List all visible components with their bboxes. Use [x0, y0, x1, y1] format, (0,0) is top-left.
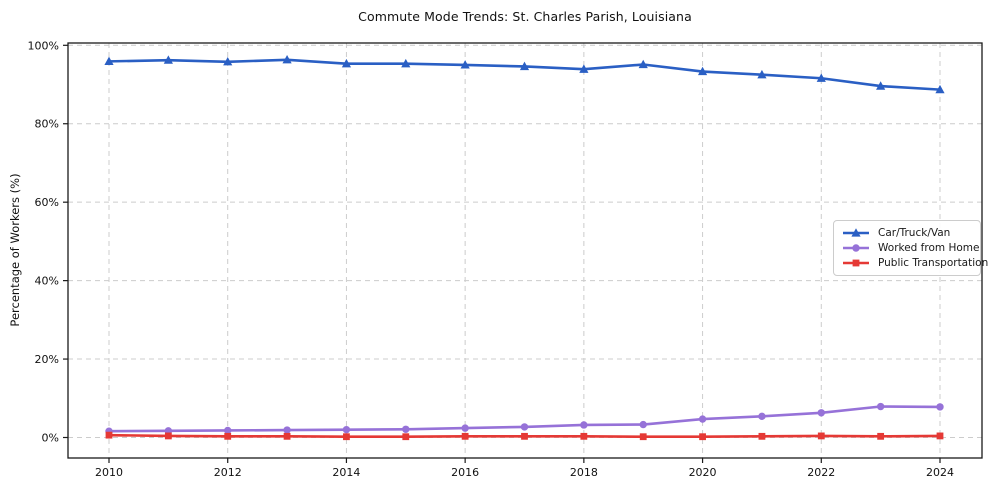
y-tick-label: 80% — [35, 118, 59, 131]
data-point-marker — [520, 423, 529, 431]
legend-label: Worked from Home — [878, 241, 980, 254]
legend-item-public-transportation: Public Transportation — [841, 257, 988, 269]
data-point-marker — [935, 84, 945, 94]
data-point-marker — [341, 58, 352, 68]
data-point-marker — [164, 432, 172, 440]
series-car-truck-van — [104, 55, 945, 94]
data-point-marker — [224, 432, 232, 440]
data-point-marker — [521, 432, 528, 440]
data-point-marker — [936, 432, 944, 440]
data-point-marker — [758, 412, 766, 421]
data-point-marker — [580, 432, 588, 440]
data-point-marker — [758, 432, 766, 440]
data-point-marker — [460, 60, 470, 69]
data-point-marker — [699, 433, 706, 441]
data-point-marker — [283, 426, 291, 434]
y-tick-label: 20% — [35, 353, 59, 366]
x-tick-label: 2014 — [332, 466, 360, 479]
data-point-marker — [697, 66, 708, 76]
y-tick-label: 0% — [42, 432, 59, 445]
data-point-marker — [401, 58, 411, 68]
data-point-marker — [638, 59, 648, 69]
data-point-marker — [877, 432, 885, 440]
y-tick-label: 40% — [35, 275, 59, 288]
data-point-marker — [639, 433, 647, 441]
x-tick-label: 2018 — [570, 466, 598, 479]
data-point-marker — [283, 432, 291, 440]
data-point-marker — [816, 73, 826, 82]
worked-from-home-line-marker-icon — [843, 244, 869, 252]
data-point-marker — [104, 56, 114, 65]
series-worked-from-home — [105, 402, 944, 435]
data-point-marker — [223, 56, 233, 66]
public-transportation-line-marker-icon — [843, 259, 869, 267]
data-point-marker — [163, 55, 173, 64]
data-point-marker — [698, 415, 707, 423]
y-tick-label: 100% — [28, 39, 59, 52]
x-tick-label: 2012 — [214, 466, 242, 479]
x-tick-label: 2024 — [926, 466, 954, 479]
legend-item-car-truck-van: Car/Truck/Van — [841, 227, 972, 239]
chart-title: Commute Mode Trends: St. Charles Parish,… — [358, 9, 692, 24]
series-public-transportation — [105, 431, 944, 441]
data-point-marker — [851, 227, 861, 237]
data-point-marker — [342, 425, 351, 434]
data-point-marker — [852, 259, 860, 267]
y-tick-label: 60% — [35, 196, 59, 209]
data-point-marker — [876, 402, 885, 411]
data-point-marker — [519, 61, 530, 71]
data-point-marker — [936, 403, 944, 411]
x-tick-label: 2016 — [451, 466, 479, 479]
data-point-marker — [580, 421, 588, 429]
data-point-marker — [757, 69, 767, 79]
axes-frame — [67, 42, 983, 459]
x-tick-label: 2022 — [807, 466, 835, 479]
data-point-marker — [282, 55, 292, 64]
legend: Car/Truck/Van Worked from Home Public Tr… — [833, 220, 988, 276]
data-point-marker — [639, 420, 647, 429]
legend-label: Public Transportation — [878, 257, 989, 270]
data-point-marker — [402, 433, 410, 441]
data-point-marker — [876, 81, 886, 90]
data-point-marker — [817, 432, 825, 440]
legend-item-worked-from-home: Worked from Home — [841, 242, 979, 254]
data-point-marker — [224, 426, 232, 435]
x-tick-label: 2010 — [95, 466, 123, 479]
data-point-marker — [461, 424, 469, 432]
car-truck-van-line-marker-icon — [843, 227, 869, 237]
data-point-marker — [579, 64, 589, 73]
x-tick-label: 2020 — [689, 466, 717, 479]
data-point-marker — [105, 431, 113, 439]
data-point-marker — [343, 433, 350, 441]
data-point-marker — [817, 409, 825, 417]
data-point-marker — [402, 425, 410, 433]
legend-label: Car/Truck/Van — [878, 226, 951, 239]
data-point-marker — [461, 432, 469, 440]
data-point-marker — [852, 244, 860, 252]
